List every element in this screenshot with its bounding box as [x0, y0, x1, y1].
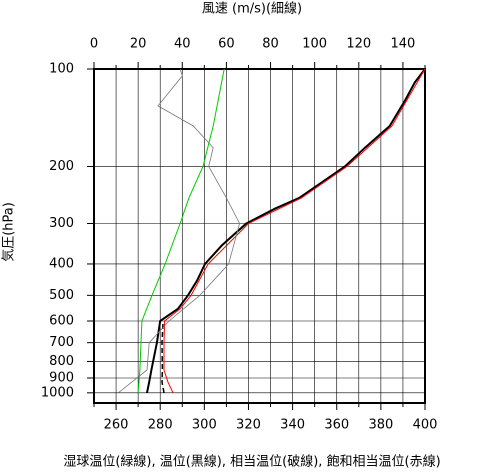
y-tick-label: 700: [49, 335, 74, 350]
x2-tick-label: 80: [262, 37, 279, 52]
y-tick-label: 200: [49, 159, 74, 174]
x-tick-label: 280: [148, 418, 173, 433]
x2-tick-label: 0: [90, 37, 98, 52]
x-tick-label: 260: [104, 418, 129, 433]
plot-frame: [93, 68, 426, 404]
x2-tick-label: 120: [346, 37, 371, 52]
x-tick-label: 300: [192, 418, 217, 433]
profile-line: [161, 320, 165, 393]
y-tick-label: 1000: [41, 385, 74, 400]
x-tick-label: 400: [413, 418, 438, 433]
x2-tick-label: 20: [130, 37, 147, 52]
profile-line: [146, 68, 426, 393]
profile-line: [137, 68, 225, 393]
y-tick-label: 900: [49, 371, 74, 386]
x-axis-label: 湿球温位(緑線), 温位(黒線), 相当温位(破線), 飽和相当温位(赤線): [63, 454, 440, 470]
x-tick-label: 360: [324, 418, 349, 433]
y-tick-label: 300: [49, 216, 74, 231]
x2-tick-label: 100: [302, 37, 327, 52]
profile-line: [118, 68, 241, 394]
y-tick-label: 100: [49, 62, 74, 77]
chart-title: 風速 (m/s)(細線): [202, 1, 302, 17]
x2-tick-label: 60: [218, 37, 235, 52]
x-tick-label: 340: [280, 418, 305, 433]
y-tick-label: 500: [49, 288, 74, 303]
x-tick-label: 320: [236, 418, 261, 433]
profile-line: [163, 68, 426, 394]
y-tick-label: 800: [49, 354, 74, 369]
x2-tick-label: 140: [391, 37, 416, 52]
y-axis-label: 気圧(hPa): [1, 202, 17, 262]
x2-tick-label: 40: [174, 37, 191, 52]
y-tick-label: 400: [49, 256, 74, 271]
y-tick-label: 600: [49, 313, 74, 328]
x-tick-label: 380: [368, 418, 393, 433]
